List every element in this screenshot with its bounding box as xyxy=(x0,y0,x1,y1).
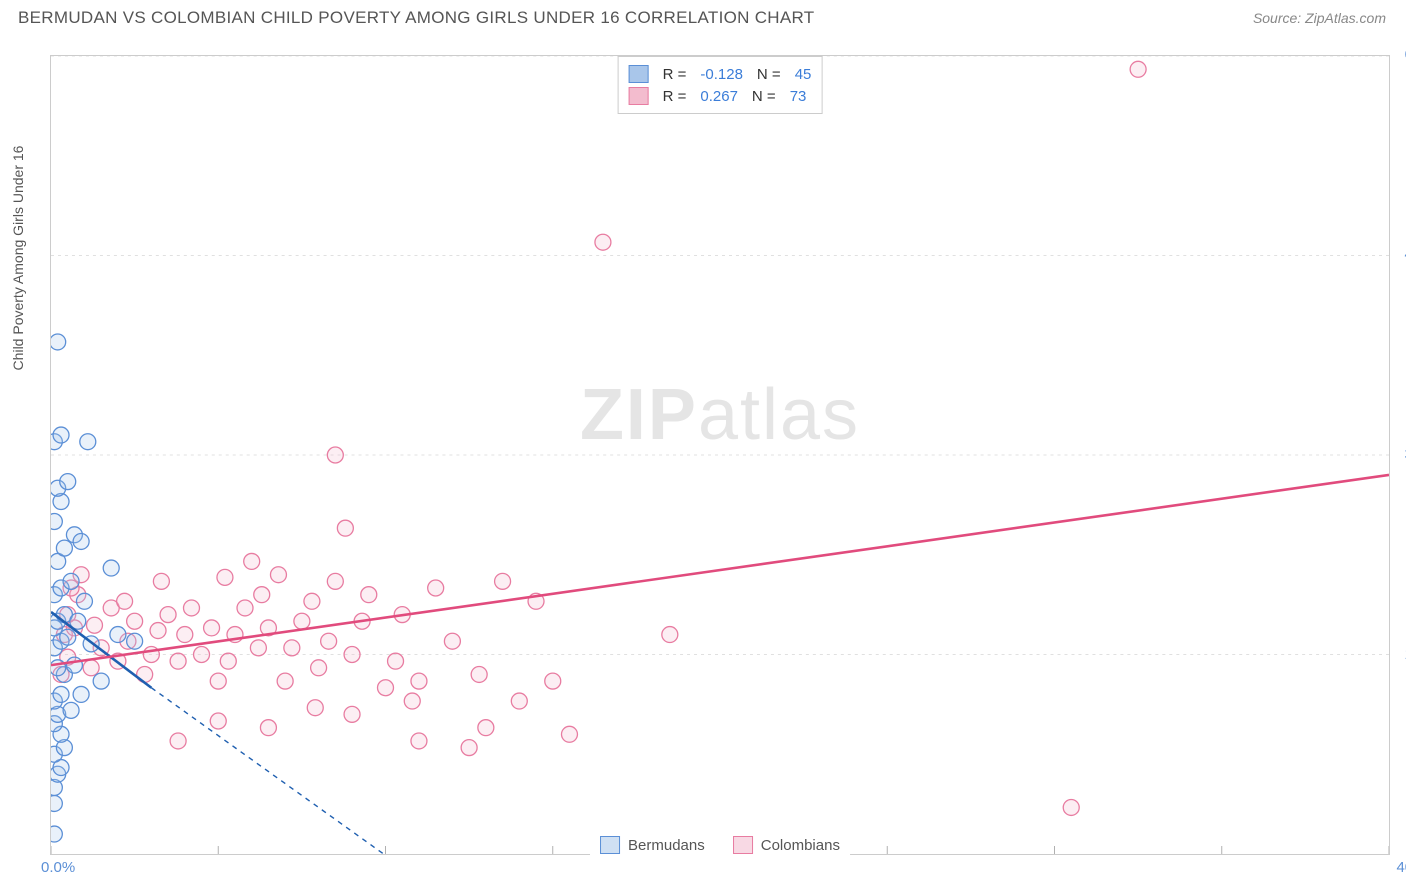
n-label: N = xyxy=(752,88,776,105)
legend-label: Colombians xyxy=(761,837,840,854)
series-legend: Bermudans Colombians xyxy=(590,832,850,858)
x-tick-label: 0.0% xyxy=(41,859,75,876)
legend-row-colombians: R = 0.267 N = 73 xyxy=(629,85,812,107)
swatch-colombians xyxy=(629,87,649,105)
correlation-legend: R = -0.128 N = 45 R = 0.267 N = 73 xyxy=(618,56,823,114)
legend-item-bermudans: Bermudans xyxy=(600,836,705,854)
chart-title: BERMUDAN VS COLOMBIAN CHILD POVERTY AMON… xyxy=(18,8,814,28)
legend-row-bermudans: R = -0.128 N = 45 xyxy=(629,63,812,85)
r-label: R = xyxy=(663,88,687,105)
legend-item-colombians: Colombians xyxy=(733,836,840,854)
scatter-plot-svg xyxy=(51,56,1389,854)
r-value-colombians: 0.267 xyxy=(700,88,738,105)
legend-label: Bermudans xyxy=(628,837,705,854)
x-tick-label: 40.0% xyxy=(1396,859,1406,876)
r-value-bermudans: -0.128 xyxy=(700,66,743,83)
n-label: N = xyxy=(757,66,781,83)
n-value-bermudans: 45 xyxy=(795,66,812,83)
swatch-bermudans xyxy=(600,836,620,854)
source-attribution: Source: ZipAtlas.com xyxy=(1253,10,1386,26)
r-label: R = xyxy=(663,66,687,83)
chart-area: ZIPatlas R = -0.128 N = 45 R = 0.267 N =… xyxy=(50,55,1390,855)
swatch-colombians xyxy=(733,836,753,854)
n-value-colombians: 73 xyxy=(790,88,807,105)
swatch-bermudans xyxy=(629,65,649,83)
y-axis-label: Child Poverty Among Girls Under 16 xyxy=(10,108,26,408)
